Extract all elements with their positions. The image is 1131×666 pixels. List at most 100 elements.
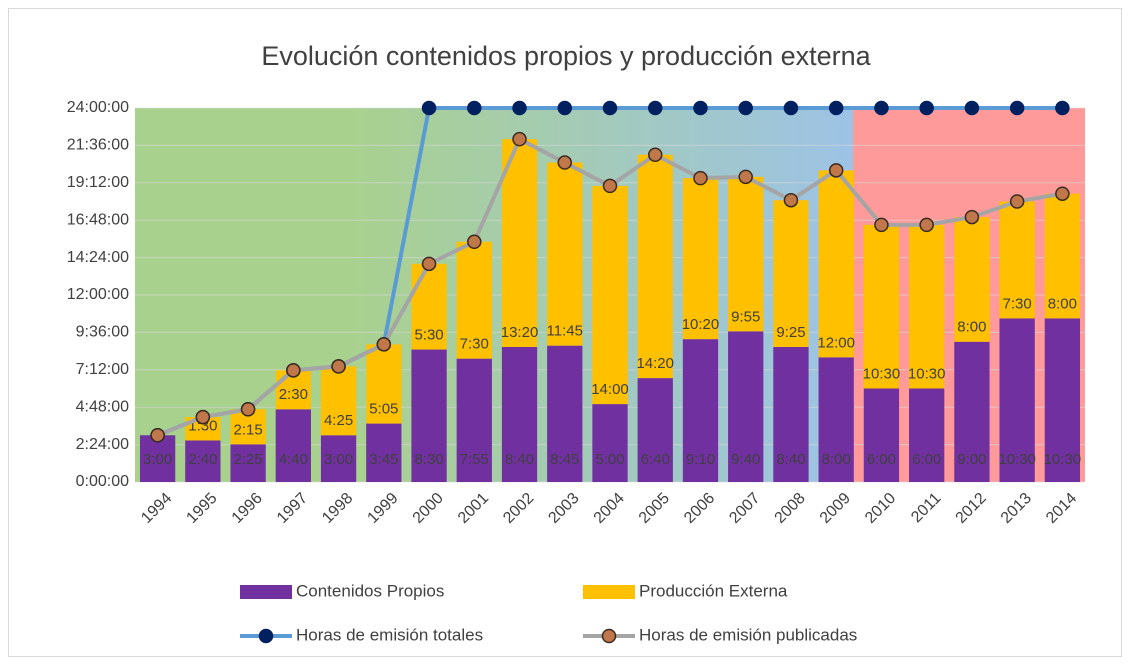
line-marker: [286, 363, 301, 378]
line-marker: [557, 155, 573, 170]
line-marker: [964, 100, 980, 116]
line-marker: [1009, 100, 1025, 116]
bar-segment: [682, 178, 719, 340]
y-tick-label: 0:00:00: [76, 473, 129, 490]
legend-label: Producción Externa: [639, 581, 788, 600]
y-tick-label: 12:00:00: [67, 286, 129, 303]
chart-title: Evolución contenidos propios y producció…: [261, 41, 871, 71]
data-label: 2:25: [233, 451, 262, 468]
data-label: 2:30: [279, 386, 308, 403]
bar-segment: [999, 318, 1035, 482]
line-marker: [1009, 194, 1025, 209]
bar-segment: [366, 344, 402, 424]
data-label: 5:05: [369, 401, 398, 418]
data-label: 14:20: [636, 355, 674, 372]
line-marker: [783, 192, 799, 208]
line-marker: [557, 100, 573, 116]
legend-label: Horas de emisión publicadas: [639, 625, 857, 644]
legend-marker: [258, 628, 274, 644]
line-marker: [693, 170, 708, 186]
data-label: 3:00: [143, 451, 172, 468]
bar-segment: [547, 162, 583, 346]
line-marker: [1055, 100, 1070, 116]
bar-segment: [185, 440, 221, 482]
bar-segment: [954, 341, 990, 482]
line-marker: [512, 100, 527, 116]
bar-segment: [456, 241, 492, 359]
data-label: 10:30: [1044, 451, 1082, 468]
data-label: 10:30: [863, 365, 901, 382]
line-marker: [874, 217, 889, 233]
line-marker: [828, 100, 844, 116]
data-label: 7:30: [1003, 295, 1032, 312]
bar-segment: [456, 358, 492, 482]
bar-segment: [230, 444, 266, 482]
y-tick-label: 24:00:00: [67, 99, 129, 116]
data-label: 2:40: [188, 451, 217, 468]
data-label: 6:00: [867, 451, 896, 468]
bar-segment: [682, 339, 719, 482]
bar-segment: [637, 154, 673, 379]
data-label: 9:10: [686, 451, 715, 468]
bar-segment: [637, 378, 673, 482]
y-tick-label: 7:12:00: [76, 361, 129, 378]
line-marker: [240, 402, 256, 417]
legend-marker: [601, 628, 617, 644]
line-marker: [738, 169, 753, 185]
line-marker: [195, 409, 211, 425]
line-marker: [421, 256, 437, 272]
data-label: 2:15: [233, 421, 262, 438]
data-label: 6:40: [641, 451, 670, 468]
bar-segment: [547, 345, 583, 482]
line-marker: [783, 100, 799, 116]
data-label: 7:30: [460, 336, 489, 353]
legend-label: Horas de emisión totales: [296, 625, 483, 644]
line-marker: [150, 428, 165, 443]
data-label: 9:55: [731, 308, 760, 325]
y-tick-label: 9:36:00: [76, 324, 129, 341]
data-label: 5:30: [414, 327, 443, 344]
bar-segment: [1044, 193, 1081, 319]
bar-segment: [728, 331, 764, 482]
data-label: 8:40: [505, 451, 534, 468]
bar-segment: [592, 404, 628, 482]
bar-segment: [185, 417, 221, 441]
line-marker: [828, 163, 844, 178]
line-marker: [421, 100, 437, 116]
line-marker: [331, 359, 346, 374]
data-label: 13:20: [501, 324, 539, 341]
data-label: 10:30: [908, 365, 946, 382]
line-marker: [602, 100, 618, 116]
bar-segment: [366, 423, 402, 482]
bar-segment: [320, 366, 357, 436]
data-label: 4:40: [279, 451, 308, 468]
y-tick-label: 4:48:00: [76, 398, 129, 415]
y-tick-label: 14:24:00: [67, 249, 129, 266]
data-label: 8:00: [1048, 295, 1077, 312]
bar-segment: [863, 388, 900, 482]
data-label: 9:40: [731, 451, 760, 468]
y-tick-label: 19:12:00: [67, 174, 129, 191]
bar-segment: [818, 170, 854, 358]
data-label: 14:00: [591, 381, 629, 398]
y-tick-label: 16:48:00: [67, 211, 129, 228]
data-label: 4:25: [324, 412, 353, 429]
line-marker: [1055, 186, 1070, 201]
bar-segment: [501, 346, 538, 482]
data-label: 10:30: [998, 451, 1036, 468]
bar-segment: [954, 217, 990, 342]
data-label: 8:30: [414, 451, 443, 468]
data-label: 8:00: [822, 451, 851, 468]
bar-segment: [411, 349, 447, 482]
legend-label: Contenidos Propios: [296, 581, 444, 600]
y-tick-label: 21:36:00: [67, 137, 129, 154]
line-marker: [467, 100, 482, 116]
data-label: 12:00: [817, 334, 855, 351]
line-marker: [602, 178, 618, 194]
data-label: 6:00: [912, 451, 941, 468]
bar-segment: [818, 357, 854, 482]
bar-segment: [501, 139, 538, 347]
bar-segment: [863, 224, 900, 389]
data-label: 8:00: [957, 319, 986, 336]
